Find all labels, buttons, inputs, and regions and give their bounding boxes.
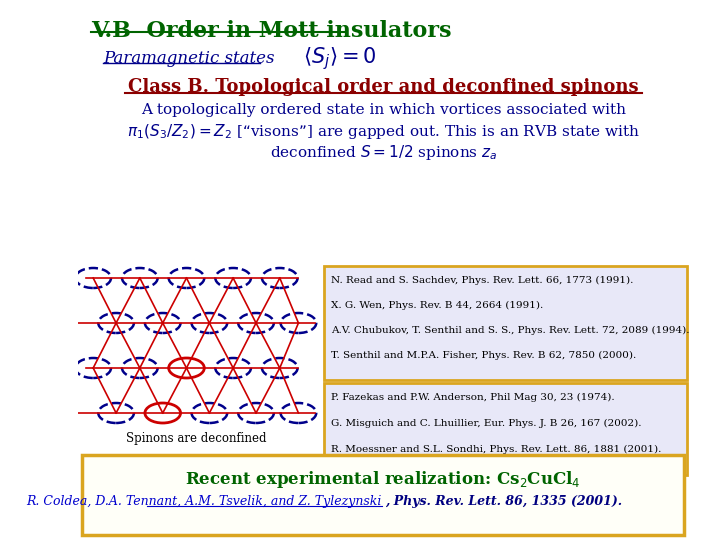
Text: Recent experimental realization: Cs$_2$CuCl$_4$: Recent experimental realization: Cs$_2$C… <box>186 469 581 490</box>
Text: Paramagnetic states: Paramagnetic states <box>104 50 275 67</box>
Text: , Phys. Rev. Lett. 86, 1335 (2001).: , Phys. Rev. Lett. 86, 1335 (2001). <box>385 495 622 508</box>
Text: A topologically ordered state in which vortices associated with: A topologically ordered state in which v… <box>140 103 626 117</box>
FancyBboxPatch shape <box>82 455 684 535</box>
Text: A.V. Chubukov, T. Senthil and S. S., Phys. Rev. Lett. 72, 2089 (1994).: A.V. Chubukov, T. Senthil and S. S., Phy… <box>330 326 689 335</box>
Text: P. Fazekas and P.W. Anderson, Phil Mag 30, 23 (1974).: P. Fazekas and P.W. Anderson, Phil Mag 3… <box>330 393 614 402</box>
Text: R. Coldea, D.A. Tennant, A.M. Tsvelik, and Z. Tylezynski: R. Coldea, D.A. Tennant, A.M. Tsvelik, a… <box>26 495 382 508</box>
Text: deconfined $S=1/2$ spinons $z_a$: deconfined $S=1/2$ spinons $z_a$ <box>269 143 497 162</box>
Text: X. G. Wen, Phys. Rev. B 44, 2664 (1991).: X. G. Wen, Phys. Rev. B 44, 2664 (1991). <box>330 301 543 310</box>
Text: Class B. Topological order and deconfined spinons: Class B. Topological order and deconfine… <box>128 78 639 96</box>
Text: N. Read and S. Sachdev, Phys. Rev. Lett. 66, 1773 (1991).: N. Read and S. Sachdev, Phys. Rev. Lett.… <box>330 276 633 285</box>
Text: $\pi_1(S_3/Z_2)=Z_2$ [“visons”] are gapped out. This is an RVB state with: $\pi_1(S_3/Z_2)=Z_2$ [“visons”] are gapp… <box>127 122 640 141</box>
Text: T. Senthil and M.P.A. Fisher, Phys. Rev. B 62, 7850 (2000).: T. Senthil and M.P.A. Fisher, Phys. Rev.… <box>330 351 636 360</box>
Text: Spinons are deconfined: Spinons are deconfined <box>127 432 267 445</box>
Text: G. Misguich and C. Lhuillier, Eur. Phys. J. B 26, 167 (2002).: G. Misguich and C. Lhuillier, Eur. Phys.… <box>330 419 641 428</box>
Text: R. Moessner and S.L. Sondhi, Phys. Rev. Lett. 86, 1881 (2001).: R. Moessner and S.L. Sondhi, Phys. Rev. … <box>330 445 661 454</box>
Text: $\langle S_j \rangle = 0$: $\langle S_j \rangle = 0$ <box>302 45 377 72</box>
FancyBboxPatch shape <box>324 266 687 380</box>
FancyBboxPatch shape <box>324 383 687 475</box>
Text: V.B  Order in Mott insulators: V.B Order in Mott insulators <box>91 20 451 42</box>
